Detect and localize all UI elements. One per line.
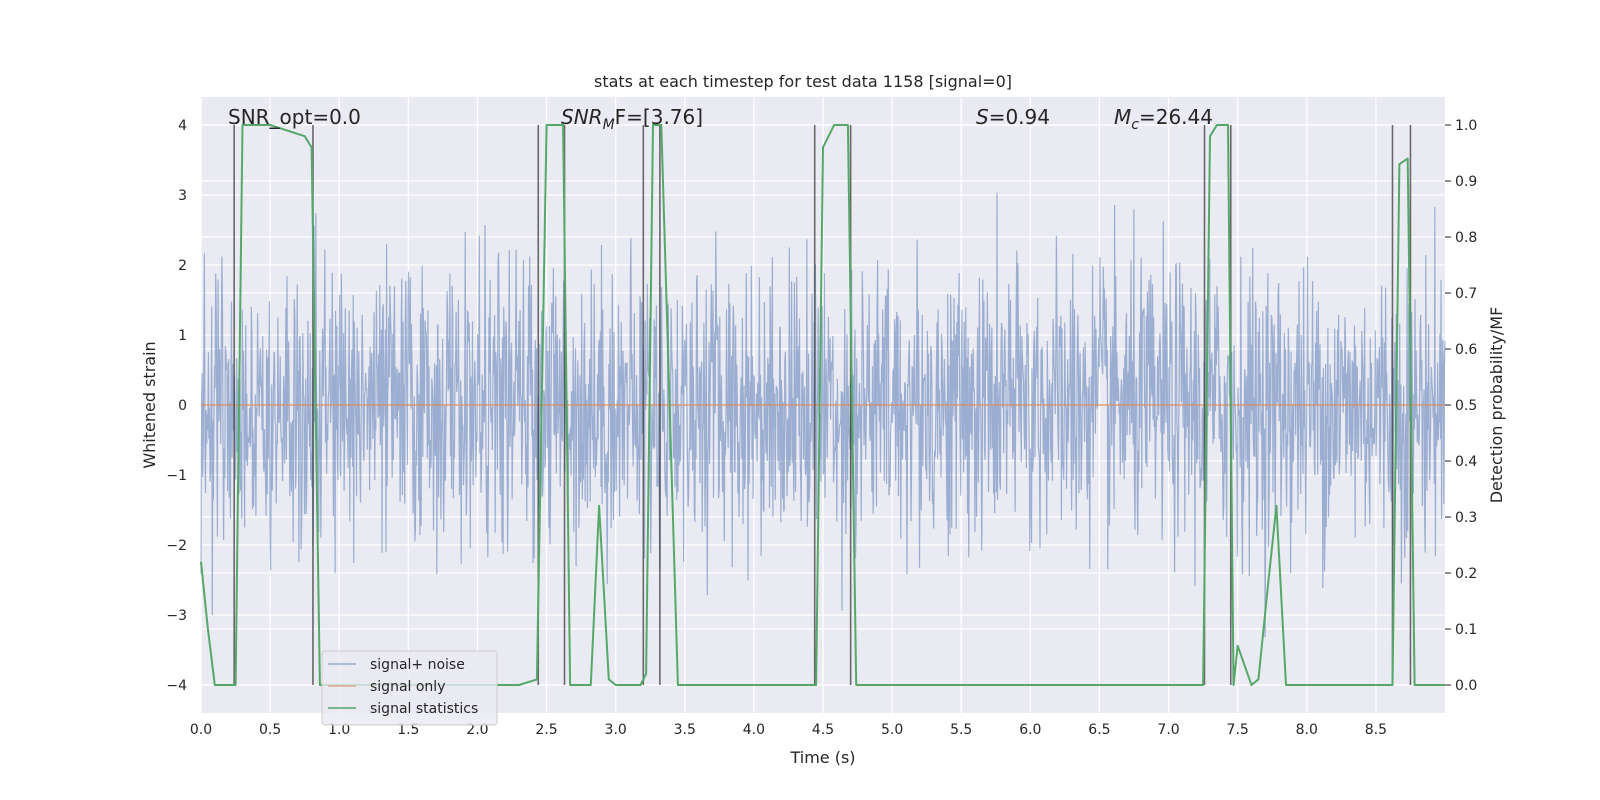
y-tick-label: −3 <box>166 608 187 624</box>
s-value: =0.94 <box>989 105 1050 129</box>
snr-mf-label: SNR <box>561 105 603 129</box>
annotation-mc: Mc=26.44 <box>1114 105 1213 133</box>
annotation-s: S=0.94 <box>976 105 1050 129</box>
x-tick-label: 3.5 <box>674 722 696 738</box>
y-tick-label: 3 <box>178 188 187 204</box>
y-axis-ticks: −4 −3 −2 −1 0 1 2 3 4 <box>166 118 187 694</box>
legend-label-signal-only: signal only <box>370 679 445 695</box>
x-tick-label: 0.0 <box>190 722 212 738</box>
y2-axis-label: Detection probability/MF <box>1487 307 1506 504</box>
x-tick-label: 2.5 <box>535 722 557 738</box>
y-tick-label: 1 <box>178 328 187 344</box>
snr-mf-value: F=[3.76] <box>615 105 703 129</box>
x-tick-label: 4.0 <box>743 722 765 738</box>
annotation-snr-opt: SNR_opt=0.0 <box>228 105 361 129</box>
y-tick-label: 0 <box>178 398 187 414</box>
y-axis-label: Whitened strain <box>140 341 159 468</box>
y2-tick-label: 1.0 <box>1455 118 1477 134</box>
x-tick-label: 6.0 <box>1019 722 1041 738</box>
x-tick-label: 8.5 <box>1365 722 1387 738</box>
y-tick-label: −2 <box>166 538 187 554</box>
y2-axis-ticks: 0.0 0.1 0.2 0.3 0.4 0.5 0.6 0.7 0.8 0.9 1.0 <box>1445 118 1477 694</box>
y-tick-label: 4 <box>178 118 187 134</box>
y2-tick-label: 0.7 <box>1455 286 1477 302</box>
s-label: S <box>976 105 989 129</box>
x-axis-label: Time (s) <box>789 748 855 767</box>
x-tick-label: 4.5 <box>812 722 834 738</box>
legend-label-signal-noise: signal+ noise <box>370 657 465 673</box>
y2-tick-label: 0.9 <box>1455 174 1477 190</box>
y-tick-label: −4 <box>166 678 187 694</box>
chart-title: stats at each timestep for test data 115… <box>594 72 1012 91</box>
x-tick-label: 6.5 <box>1088 722 1110 738</box>
x-tick-label: 7.0 <box>1157 722 1179 738</box>
x-tick-label: 5.5 <box>950 722 972 738</box>
x-tick-label: 0.5 <box>259 722 281 738</box>
y2-tick-label: 0.0 <box>1455 678 1477 694</box>
x-tick-label: 7.5 <box>1227 722 1249 738</box>
snr-mf-subscript: M <box>603 117 615 133</box>
y2-tick-label: 0.1 <box>1455 622 1477 638</box>
legend-label-signal-statistics: signal statistics <box>370 701 478 717</box>
mc-value: =26.44 <box>1139 105 1213 129</box>
y2-tick-label: 0.6 <box>1455 342 1477 358</box>
y2-tick-label: 0.2 <box>1455 566 1477 582</box>
x-tick-label: 8.0 <box>1296 722 1318 738</box>
x-tick-label: 5.0 <box>881 722 903 738</box>
y-tick-label: −1 <box>166 468 187 484</box>
y-tick-label: 2 <box>178 258 187 274</box>
y2-tick-label: 0.4 <box>1455 454 1477 470</box>
legend: signal+ noise signal only signal statist… <box>322 651 497 725</box>
chart-figure: stats at each timestep for test data 115… <box>0 0 1600 800</box>
y2-tick-label: 0.3 <box>1455 510 1477 526</box>
mc-label: M <box>1114 105 1131 129</box>
annotation-snr-mf: SNRMF=[3.76] <box>561 105 703 133</box>
x-tick-label: 3.0 <box>605 722 627 738</box>
y2-tick-label: 0.5 <box>1455 398 1477 414</box>
y2-tick-label: 0.8 <box>1455 230 1477 246</box>
